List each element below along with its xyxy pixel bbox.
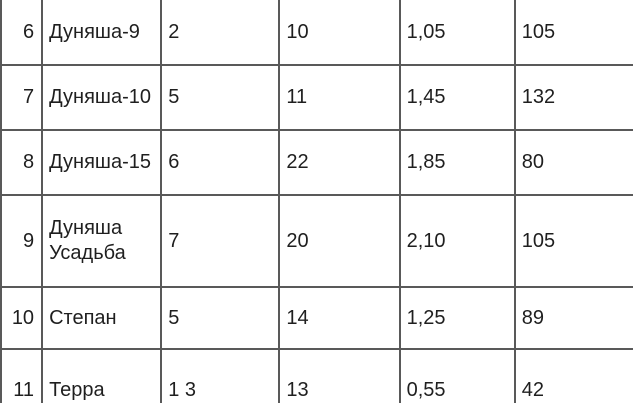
value-cell: 105 — [513, 0, 633, 66]
row-number-cell: 10 — [0, 286, 44, 350]
row-number-cell: 6 — [0, 0, 44, 66]
value-cell: 1,45 — [398, 64, 516, 131]
table-row: 10 Степан 5 14 1,25 89 — [0, 286, 633, 350]
row-number-cell: 7 — [0, 64, 44, 131]
value-cell: 7 — [160, 194, 281, 288]
variety-name-cell: Терра — [41, 348, 163, 403]
row-number-cell: 8 — [0, 129, 44, 196]
value-cell: 6 — [160, 129, 281, 196]
variety-name-cell: Степан — [41, 286, 163, 350]
value-cell: 2,10 — [398, 194, 516, 288]
value-cell: 10 — [278, 0, 401, 66]
value-cell: 5 — [160, 286, 281, 350]
table-row: 6 Дуняша-9 2 10 1,05 105 — [0, 0, 633, 66]
variety-name-cell: Дуняша-9 — [41, 0, 163, 66]
value-cell: 5 — [160, 64, 281, 131]
table-row: 9 Дуняша Усадьба 7 20 2,10 105 — [0, 194, 633, 288]
value-cell: 22 — [278, 129, 401, 196]
row-number-cell: 11 — [0, 348, 44, 403]
value-cell: 132 — [513, 64, 633, 131]
value-cell: 0,55 — [398, 348, 516, 403]
value-cell: 1,05 — [398, 0, 516, 66]
value-cell: 13 — [278, 348, 401, 403]
value-cell: 1,25 — [398, 286, 516, 350]
row-number-cell: 9 — [0, 194, 44, 288]
value-cell: 20 — [278, 194, 401, 288]
value-cell: 14 — [278, 286, 401, 350]
table-row: 11 Терра 1 3 13 0,55 42 — [0, 348, 633, 403]
variety-name-cell: Дуняша-15 — [41, 129, 163, 196]
value-cell: 80 — [513, 129, 633, 196]
value-cell: 1,85 — [398, 129, 516, 196]
value-cell: 2 — [160, 0, 281, 66]
value-cell: 42 — [513, 348, 633, 403]
value-cell: 105 — [513, 194, 633, 288]
value-cell: 89 — [513, 286, 633, 350]
value-cell: 11 — [278, 64, 401, 131]
value-cell: 1 3 — [160, 348, 281, 403]
variety-name-cell: Дуняша-10 — [41, 64, 163, 131]
table-row: 7 Дуняша-10 5 11 1,45 132 — [0, 64, 633, 131]
table-row: 8 Дуняша-15 6 22 1,85 80 — [0, 129, 633, 196]
variety-name-cell: Дуняша Усадьба — [41, 194, 163, 288]
